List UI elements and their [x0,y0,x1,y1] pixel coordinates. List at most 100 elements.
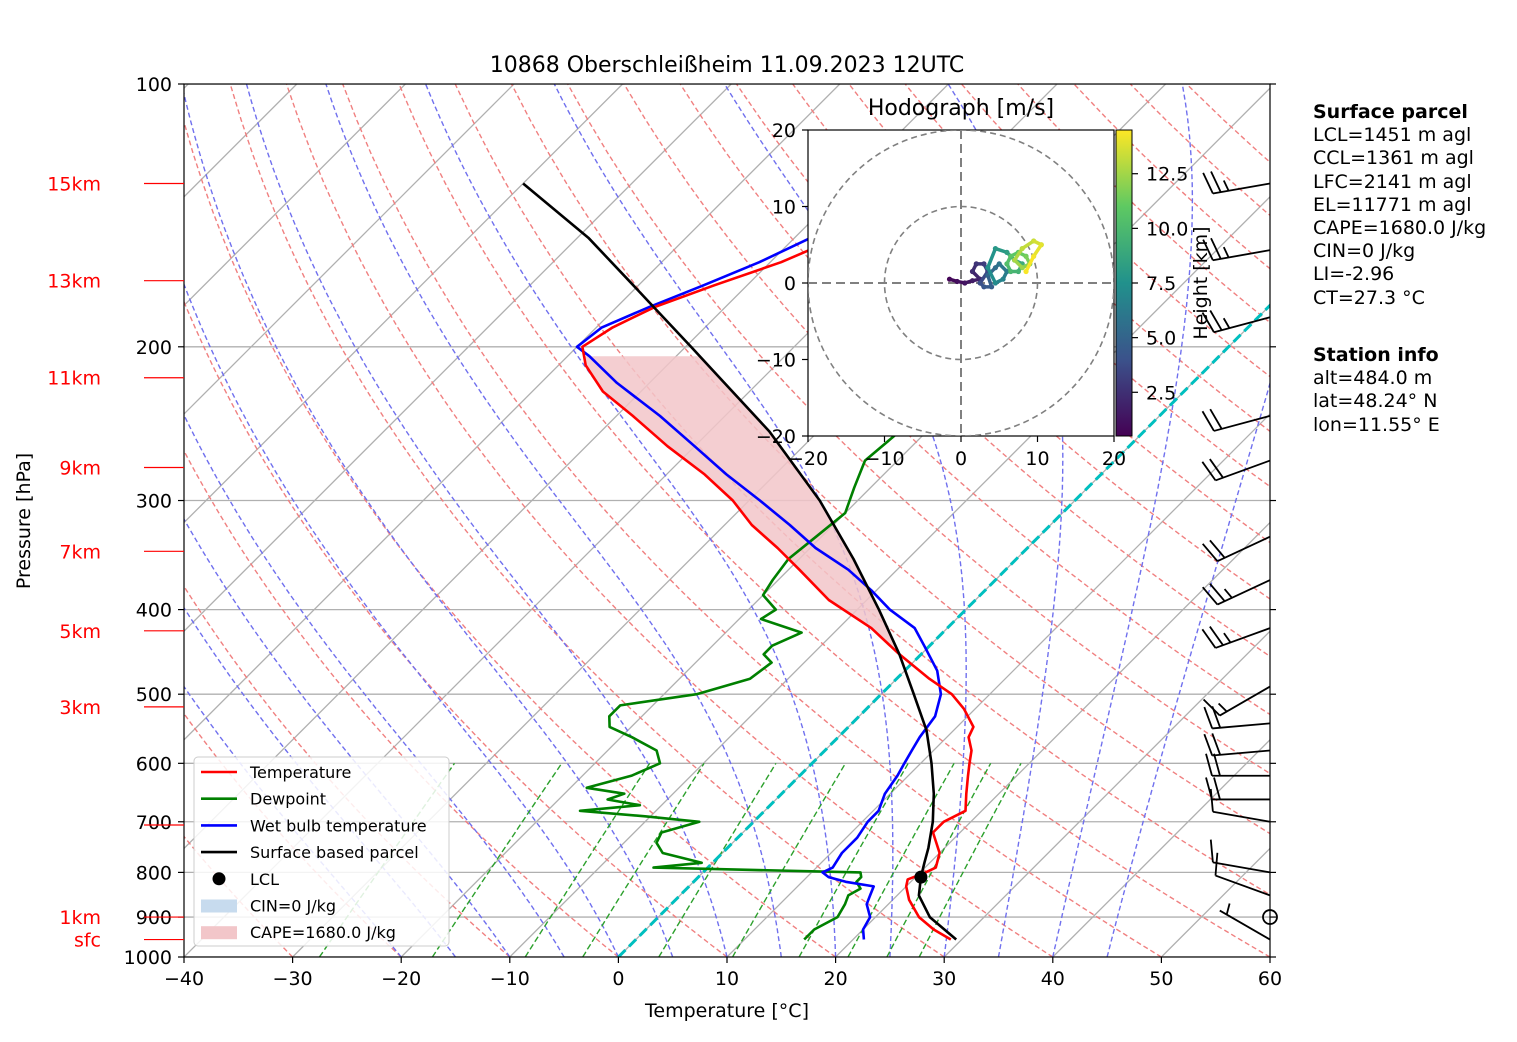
x-tick-label: −20 [381,968,421,990]
wind-barb [1201,310,1271,334]
isotherm-40 [1052,738,1270,957]
hodo-y-tick-label: 0 [784,273,796,295]
wind-barb [1205,777,1270,801]
x-tick-label: 60 [1258,968,1282,990]
moist-adiabat [184,517,511,957]
moist-adiabat [325,84,782,957]
wind-barb-flag [1203,706,1214,729]
y-tick-label: 600 [136,753,172,775]
wind-barb-shaft [1215,874,1271,897]
hodo-y-tick-label: −20 [756,426,796,448]
hodograph-segment [986,246,998,270]
wind-barb-shaft [1215,627,1271,649]
moist-adiabat [1106,380,1270,957]
isotherm--90 [184,84,515,415]
wind-barb [1209,839,1271,874]
legend-label-parcel: Surface based parcel [250,843,419,862]
legend-swatch-cape [201,926,237,940]
wind-barb-flag [1201,410,1215,432]
moist-adiabat [184,90,674,957]
isotherm--130 [0,84,80,957]
x-tick-label: −10 [490,968,530,990]
x-tick-label: −30 [273,968,313,990]
y-tick-label: 800 [136,862,172,884]
moist-adiabat [245,84,728,957]
wind-barb-flag [1214,852,1219,876]
legend-label-lcl: LCL [250,870,279,889]
mixing-ratio-line [731,762,847,957]
mixing-ratio-line [886,762,992,957]
height-label: 5km [59,621,101,643]
wind-barb-shaft [1212,722,1271,730]
wind-barb-shaft [1215,459,1271,482]
wind-barb-flag [1202,586,1219,606]
wind-barb [1202,685,1271,717]
hodograph-segment [1024,254,1036,274]
cape-area [584,356,900,655]
mixing-ratio-line [918,762,1022,957]
hodo-x-tick-label: 20 [1102,448,1126,470]
hodograph-title: Hodograph [m/s] [868,96,1054,121]
surface-line-ct: CT=27.3 °C [1313,286,1425,309]
surface-line-li: LI=-2.96 [1313,263,1395,286]
wind-barb-flag [1209,310,1223,331]
wind-barb-half [1225,903,1231,915]
legend-swatch-lcl [212,872,226,886]
wind-barb-flag [1213,777,1221,800]
height-label: 9km [59,458,101,480]
station-line-lat: lat=48.24° N [1313,390,1438,413]
wind-barb-flag [1210,171,1222,193]
surface-parcel-info: Surface parcel LCL=1451 m agl CCL=1361 m… [1313,101,1486,310]
wind-barb [1202,579,1271,606]
moist-adiabat [1052,84,1194,957]
colorbar-tick-label: 2.5 [1146,382,1176,404]
hodo-x-tick-label: −10 [864,448,904,470]
wind-barb-shaft [1212,810,1271,823]
wind-barb [1205,753,1270,777]
chart-title: 10868 Oberschleißheim 11.09.2023 12UTC [490,53,965,78]
wind-barb-half [1223,632,1232,643]
y-tick-label: 700 [136,812,172,834]
mixing-ratio-line [582,762,705,957]
station-line-lon: lon=11.55° E [1313,413,1440,436]
hodograph-colorbar [1115,129,1133,437]
y-tick-label: 100 [136,74,172,96]
hodo-x-tick-label: −20 [788,448,828,470]
wind-barb-shaft [1217,535,1271,562]
wind-barb-half [1222,246,1230,258]
height-label: 3km [59,697,101,719]
wind-barb-flag [1209,583,1226,602]
wind-barb-flag [1209,626,1224,646]
wind-barb-flag [1209,788,1214,812]
legend-label-dewpoint: Dewpoint [250,790,326,809]
wind-barb-flag [1201,461,1217,481]
wetbulb-line [575,167,995,940]
dry-adiabat [184,449,619,957]
dry-adiabat [184,299,728,957]
height-label: sfc [74,930,101,952]
wind-barb-flag [1202,239,1214,261]
colorbar-tick-label: 5.0 [1146,328,1176,350]
wind-barb [1209,788,1271,823]
surface-parcel-header: Surface parcel [1313,101,1468,123]
wind-barb-shaft [1217,579,1271,606]
wind-barb [1201,626,1271,649]
hodograph-segment [986,265,998,285]
wind-barb-shaft [1212,861,1271,874]
y-tick-label: 500 [136,684,172,706]
wind-barb-half [1222,317,1231,329]
temperature-line [581,167,1017,941]
wind-barb-flag [1205,777,1213,800]
wind-barb-flag [1202,698,1221,717]
wind-barb-flag [1205,753,1213,776]
isotherm--80 [184,84,624,524]
wind-barb-flag [1213,753,1221,776]
legend-label-cape: CAPE=1680.0 J/kg [250,923,396,942]
wind-barb-half [1222,180,1230,192]
x-tick-label: 10 [715,968,739,990]
chart-legend: Temperature Dewpoint Wet bulb temperature S… [193,756,450,947]
wind-barb [1219,903,1271,941]
dry-adiabat [398,84,1270,957]
station-line-alt: alt=484.0 m [1313,367,1433,390]
